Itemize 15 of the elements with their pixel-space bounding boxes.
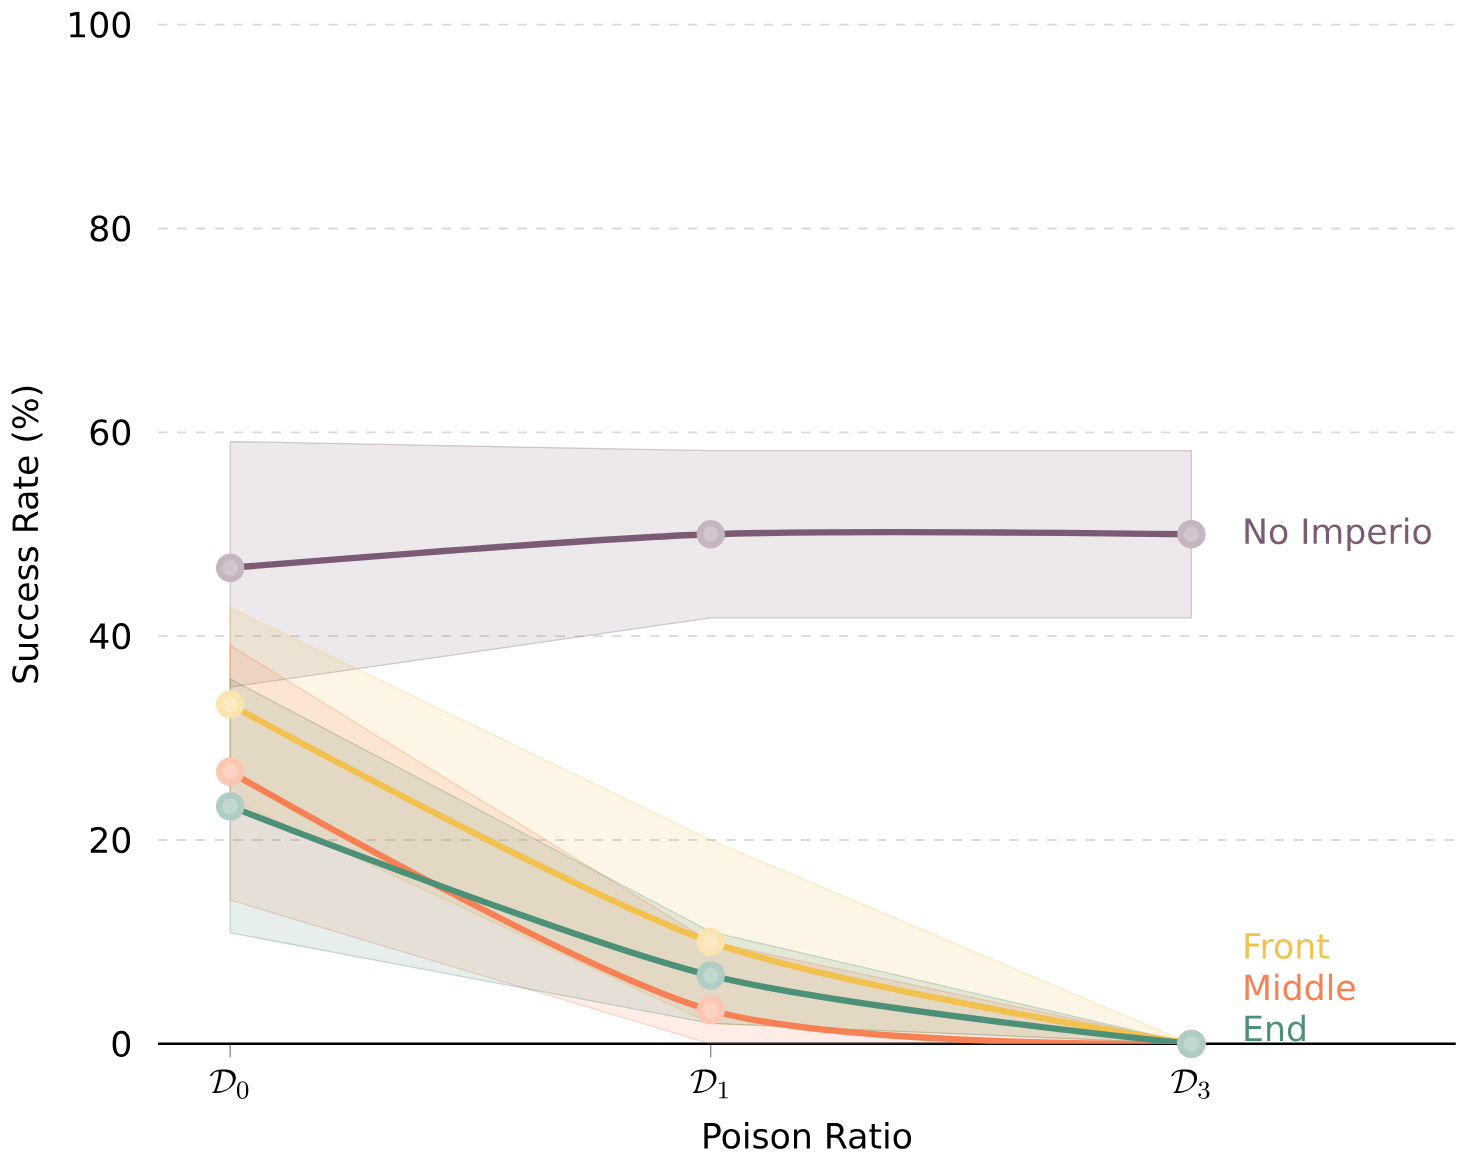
y-axis-title: Success Rate (%) (11, 386, 43, 683)
y-tick-label: 60 (90, 419, 131, 446)
y-tick-label: 20 (90, 826, 131, 853)
y-tick-label: 40 (89, 622, 131, 650)
y-tick-label: 100 (70, 11, 131, 38)
text: Front (1245, 933, 1329, 959)
x-tick-label: $\mathcal{D}_3$ (1171, 1069, 1210, 1099)
x-tick-label: $\mathcal{D}_0$ (210, 1069, 249, 1099)
legend-label: End (1245, 1014, 1305, 1042)
legend-label: No Imperio (1245, 517, 1431, 551)
x-axis-title: Poison Ratio (704, 1121, 912, 1149)
y-tick-label: 0 (112, 1030, 131, 1057)
series-label: Middle (1245, 973, 1355, 1001)
y-tick-label: 80 (90, 215, 131, 242)
x-tick-label: $\mathcal{D}_1$ (690, 1069, 728, 1099)
